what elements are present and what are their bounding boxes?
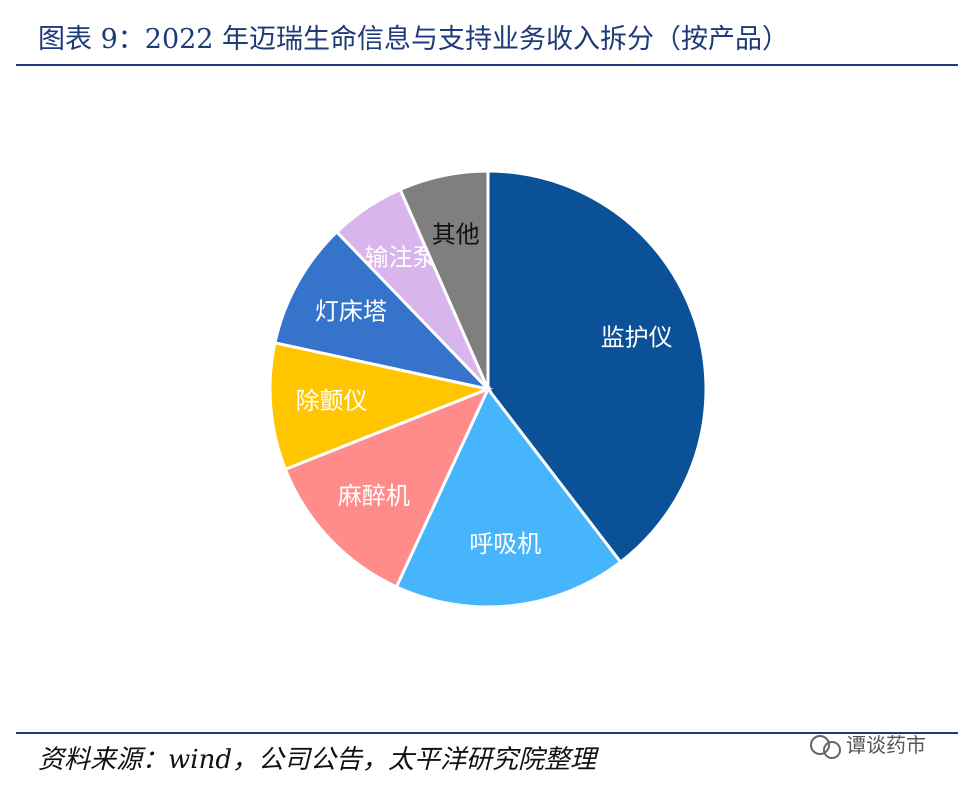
watermark: 谭谈药市 [846, 733, 926, 757]
slice-label: 呼吸机 [469, 530, 541, 558]
pie-slice [486, 169, 708, 565]
pie-slice [398, 169, 490, 390]
chart-title: 图表 9：2022 年迈瑞生命信息与支持业务收入拆分（按产品） [38, 24, 789, 55]
pie-slice [283, 386, 491, 589]
slice-label: 除颤仪 [296, 387, 368, 415]
watermark-icon [810, 735, 841, 759]
pie-slice [268, 340, 494, 472]
slice-label: 灯床塔 [315, 298, 387, 326]
slice-label: 其他 [432, 220, 480, 248]
pie-slice [273, 229, 493, 392]
pie-slice [394, 386, 623, 609]
slice-label: 监护仪 [601, 324, 673, 352]
source-note: 资料来源：wind，公司公告，太平洋研究院整理 [38, 745, 600, 775]
slice-label: 麻醉机 [338, 482, 410, 510]
